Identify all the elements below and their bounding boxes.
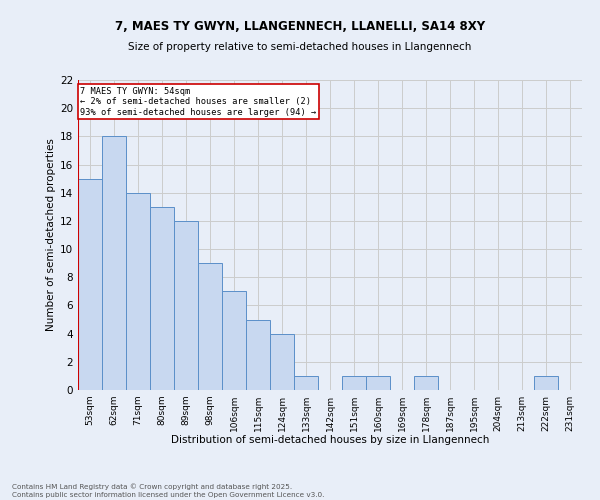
Text: Contains HM Land Registry data © Crown copyright and database right 2025.
Contai: Contains HM Land Registry data © Crown c… bbox=[12, 484, 325, 498]
Bar bbox=[102, 136, 126, 390]
Bar bbox=[534, 376, 558, 390]
Bar bbox=[294, 376, 318, 390]
Bar bbox=[78, 178, 102, 390]
Bar bbox=[126, 192, 150, 390]
Text: 7 MAES TY GWYN: 54sqm
← 2% of semi-detached houses are smaller (2)
93% of semi-d: 7 MAES TY GWYN: 54sqm ← 2% of semi-detac… bbox=[80, 87, 317, 117]
Bar bbox=[414, 376, 438, 390]
Bar bbox=[246, 320, 270, 390]
Bar bbox=[174, 221, 198, 390]
Text: Size of property relative to semi-detached houses in Llangennech: Size of property relative to semi-detach… bbox=[128, 42, 472, 52]
Bar bbox=[366, 376, 390, 390]
X-axis label: Distribution of semi-detached houses by size in Llangennech: Distribution of semi-detached houses by … bbox=[171, 436, 489, 446]
Bar bbox=[198, 263, 222, 390]
Bar bbox=[270, 334, 294, 390]
Y-axis label: Number of semi-detached properties: Number of semi-detached properties bbox=[46, 138, 56, 332]
Bar bbox=[150, 207, 174, 390]
Bar bbox=[222, 292, 246, 390]
Text: 7, MAES TY GWYN, LLANGENNECH, LLANELLI, SA14 8XY: 7, MAES TY GWYN, LLANGENNECH, LLANELLI, … bbox=[115, 20, 485, 33]
Bar bbox=[342, 376, 366, 390]
